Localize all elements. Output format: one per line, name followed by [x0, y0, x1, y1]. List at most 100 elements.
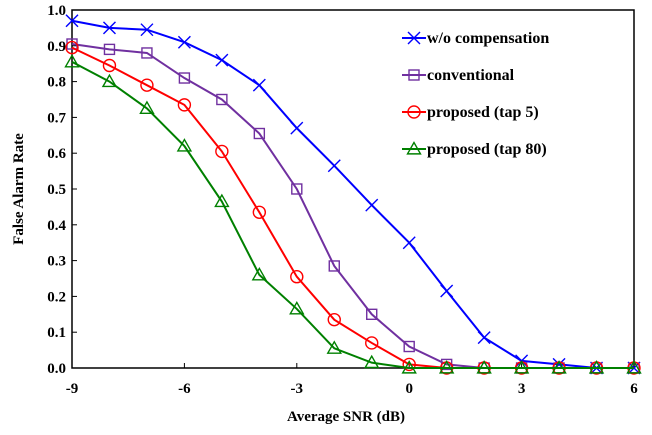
- series-w-o-compensation-marker-stroke: [215, 53, 229, 67]
- series-w-o-compensation-marker: [252, 78, 266, 92]
- legend: w/o compensation conventional proposed (ta…: [402, 30, 549, 158]
- series-conventional-marker: [253, 127, 266, 140]
- series-conventional-marker: [216, 93, 228, 106]
- series-proposed-tap-80-marker: [401, 360, 417, 374]
- y-tick-label: 0.8: [47, 75, 66, 91]
- series-proposed-tap-5-marker: [290, 270, 304, 284]
- series-w-o-compensation-marker: [327, 159, 341, 173]
- series-proposed-tap-5-marker: [365, 336, 379, 350]
- series-conventional-marker: [178, 72, 191, 84]
- series-w-o-compensation-marker: [140, 23, 154, 37]
- series-proposed-tap-80-marker: [626, 360, 642, 374]
- series-proposed-tap-80-marker: [289, 301, 305, 315]
- series-w-o-compensation: [65, 14, 641, 375]
- series-w-o-compensation-marker-stroke: [402, 236, 416, 250]
- series-proposed-tap-80-marker: [438, 360, 455, 374]
- series-conventional-marker: [103, 43, 116, 56]
- series-w-o-compensation-marker: [290, 121, 304, 135]
- series-proposed-tap-80-marker: [214, 193, 230, 208]
- series-proposed-tap-80-marker: [476, 360, 492, 374]
- series-conventional-marker: [366, 308, 378, 320]
- legend-item-conventional-marker: [408, 69, 420, 81]
- series-proposed-tap-5-marker: [140, 78, 154, 92]
- y-tick-label: 0.6: [47, 146, 66, 162]
- series-w-o-compensation-marker-stroke: [252, 78, 266, 92]
- series-proposed-tap-5-marker: [252, 205, 267, 219]
- x-tick-label: 3: [518, 381, 526, 397]
- legend-item-proposed-tap-5-label: proposed (tap 5): [427, 104, 539, 121]
- series-proposed-tap-5-marker: [65, 40, 79, 55]
- y-tick-label: 0.1: [47, 325, 66, 341]
- series-proposed-tap-80-line: [71, 61, 634, 369]
- series-w-o-compensation-marker: [402, 236, 416, 250]
- series-w-o-compensation-marker-stroke: [177, 35, 191, 49]
- series-w-o-compensation-marker: [477, 331, 491, 345]
- series-w-o-compensation-marker: [102, 21, 116, 35]
- x-tick-label: 6: [630, 381, 638, 397]
- series-proposed-tap-5-marker: [102, 58, 117, 73]
- series-proposed-tap-80-marker: [251, 267, 268, 281]
- series-w-o-compensation-marker: [365, 198, 379, 212]
- series-w-o-compensation-marker-stroke: [327, 159, 341, 173]
- series-w-o-compensation-marker-stroke: [365, 198, 379, 212]
- series-w-o-compensation-marker-stroke: [440, 284, 454, 298]
- y-axis-title: False Alarm Rate: [11, 133, 27, 245]
- x-axis-title: Average SNR (dB): [287, 409, 405, 425]
- y-tick-label: 0.7: [47, 110, 66, 126]
- legend-item-conventional: conventional: [402, 67, 515, 84]
- x-tick-label: -6: [178, 381, 191, 397]
- legend-item-w-o-compensation-marker: [407, 31, 421, 45]
- series-proposed-tap-80: [64, 53, 642, 374]
- series-proposed-tap-80-marker: [364, 354, 380, 369]
- legend-item-w-o-compensation-label: w/o compensation: [427, 30, 549, 47]
- legend-item-proposed-tap-80-marker: [406, 141, 422, 155]
- series-proposed-tap-80-marker: [588, 360, 605, 374]
- series-w-o-compensation-marker-stroke: [140, 23, 154, 37]
- series-proposed-tap-5-marker: [327, 312, 341, 327]
- x-tick-label: -9: [66, 381, 79, 397]
- x-tick-label: 0: [405, 381, 413, 397]
- series-conventional-marker: [403, 340, 415, 353]
- y-tick-label: 0.4: [47, 218, 66, 234]
- y-tick-label: 0.9: [47, 39, 66, 55]
- series-proposed-tap-5-line: [71, 46, 634, 369]
- legend-item-w-o-compensation-marker-stroke: [407, 31, 421, 45]
- series-proposed-tap-5: [65, 40, 641, 375]
- legend-item-conventional-label: conventional: [427, 67, 515, 84]
- plot-area-border: [71, 9, 635, 369]
- series-proposed-tap-5-marker: [177, 98, 192, 112]
- legend-item-proposed-tap-5: proposed (tap 5): [402, 104, 539, 121]
- series-w-o-compensation-marker-stroke: [477, 331, 491, 345]
- series-proposed-tap-80-marker: [176, 138, 193, 152]
- series-conventional-marker: [291, 183, 303, 195]
- series-w-o-compensation-marker-stroke: [65, 14, 79, 28]
- series-proposed-tap-80-marker: [513, 360, 530, 374]
- series-w-o-compensation-marker: [215, 53, 229, 67]
- series-proposed-tap-80-marker: [64, 53, 80, 68]
- series-w-o-compensation-line: [71, 19, 634, 369]
- series-proposed-tap-80-marker: [139, 100, 155, 115]
- legend-item-proposed-tap-80-label: proposed (tap 80): [427, 141, 547, 158]
- series-proposed-tap-80-marker: [326, 340, 342, 354]
- series-proposed-tap-80-marker: [551, 360, 567, 374]
- y-tick-label: 0.5: [47, 182, 66, 198]
- series-proposed-tap-5-marker: [215, 144, 229, 159]
- y-tick-label: 0.0: [47, 361, 66, 377]
- series-conventional-line: [71, 43, 634, 369]
- series-conventional-marker: [141, 47, 153, 59]
- y-tick-label: 0.3: [47, 254, 66, 270]
- legend-item-proposed-tap-5-marker: [407, 105, 421, 119]
- series-w-o-compensation-marker-stroke: [102, 21, 116, 35]
- y-tick-label: 0.2: [47, 289, 66, 305]
- series-proposed-tap-5-marker: [402, 357, 416, 372]
- series-proposed-tap-80-marker: [101, 73, 118, 88]
- series-w-o-compensation-marker: [65, 14, 79, 28]
- series-w-o-compensation-marker-stroke: [290, 121, 304, 135]
- y-tick-label: 1.0: [47, 3, 66, 19]
- series-conventional-marker: [328, 260, 340, 272]
- legend-item-w-o-compensation: w/o compensation: [402, 30, 549, 47]
- x-tick-label: -3: [291, 381, 304, 397]
- series-w-o-compensation-marker: [440, 284, 454, 298]
